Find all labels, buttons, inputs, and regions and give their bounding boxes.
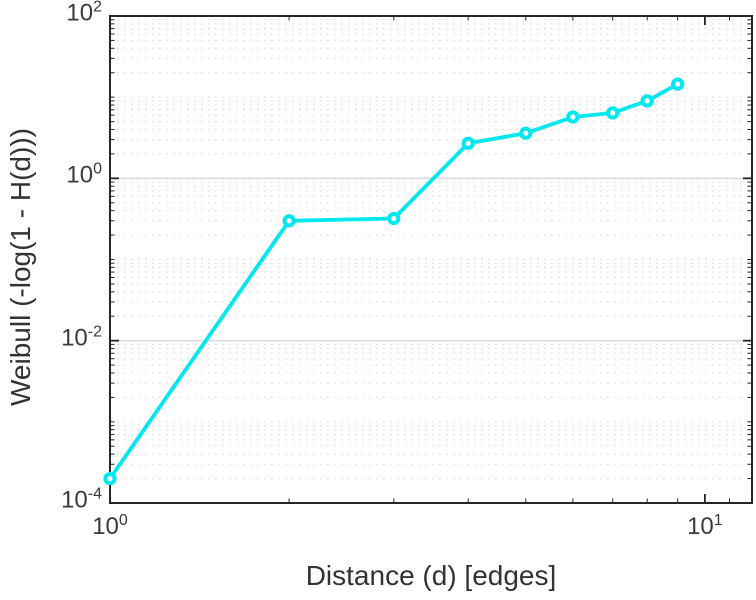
- data-point: [519, 126, 533, 140]
- data-point: [640, 94, 654, 108]
- x-axis-label: Distance (d) [edges]: [305, 560, 557, 591]
- y-tick-label: 100: [66, 161, 102, 190]
- y-tick-label: 10-2: [61, 323, 102, 352]
- data-point: [671, 77, 685, 91]
- y-tick-label: 10-4: [61, 485, 102, 514]
- data-line: [108, 82, 680, 481]
- data-point: [387, 211, 401, 226]
- data-point: [461, 136, 475, 150]
- x-tick-label: 101: [687, 512, 723, 540]
- data-point: [606, 106, 620, 120]
- y-axis-label: Weibull (-log(1 - H(d))): [5, 128, 36, 406]
- data-point: [103, 472, 117, 486]
- y-tick-label: 102: [66, 0, 102, 27]
- x-tick-label: 100: [92, 512, 128, 540]
- data-point: [282, 214, 296, 228]
- data-point: [566, 110, 580, 124]
